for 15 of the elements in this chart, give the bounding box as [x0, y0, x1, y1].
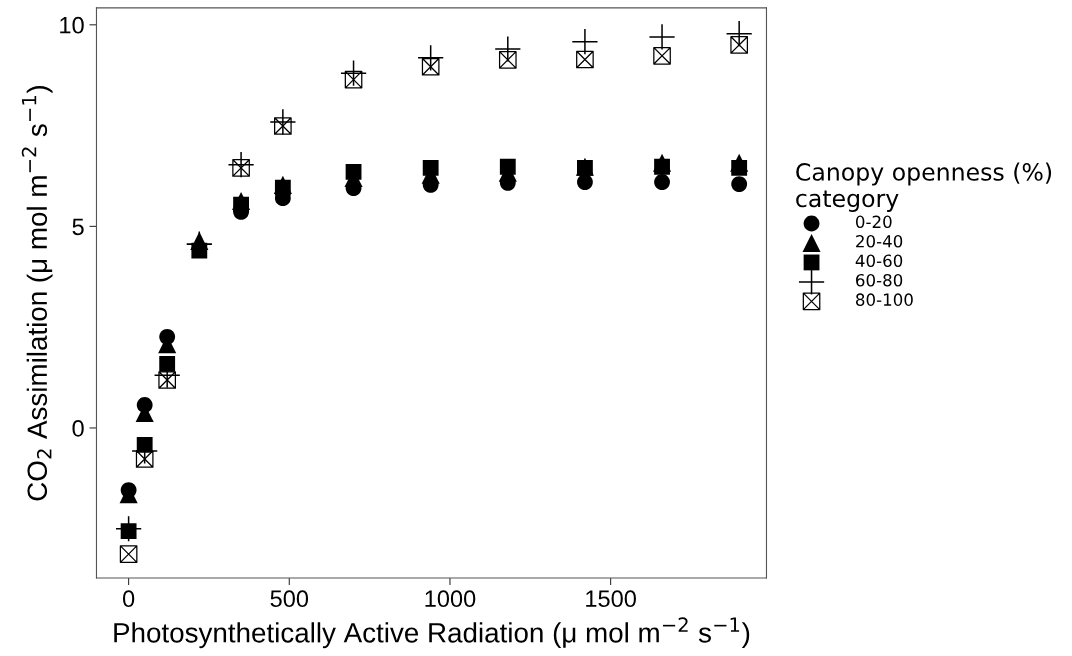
- x-axis-title: Photosynthetically Active Radiation (μ mol m$^{−2}$ s$^{−1}$): [114, 617, 750, 649]
- legend-label: 0-20: [855, 215, 892, 229]
- y-tick-label: 10: [60, 16, 84, 34]
- y-axis-title: CO$_{2}$ Assimilation (μ mol m$^{−2}$ s$^{−1}$): [21, 86, 53, 501]
- legend-title: Canopy openness (%) category: [796, 162, 1052, 212]
- x-tick-label: 500: [270, 590, 309, 608]
- x-tick-label: 0: [122, 590, 135, 608]
- legend-label: 40-60: [855, 254, 903, 268]
- x-tick-label: 1500: [586, 590, 636, 608]
- y-tick-label: 5: [72, 218, 84, 236]
- legend-label: 60-80: [856, 273, 903, 287]
- legend-label: 20-40: [856, 234, 903, 248]
- x-tick-label: 1000: [425, 590, 476, 608]
- y-tick-label: 0: [72, 420, 84, 437]
- legend-label: 80-100: [856, 293, 913, 306]
